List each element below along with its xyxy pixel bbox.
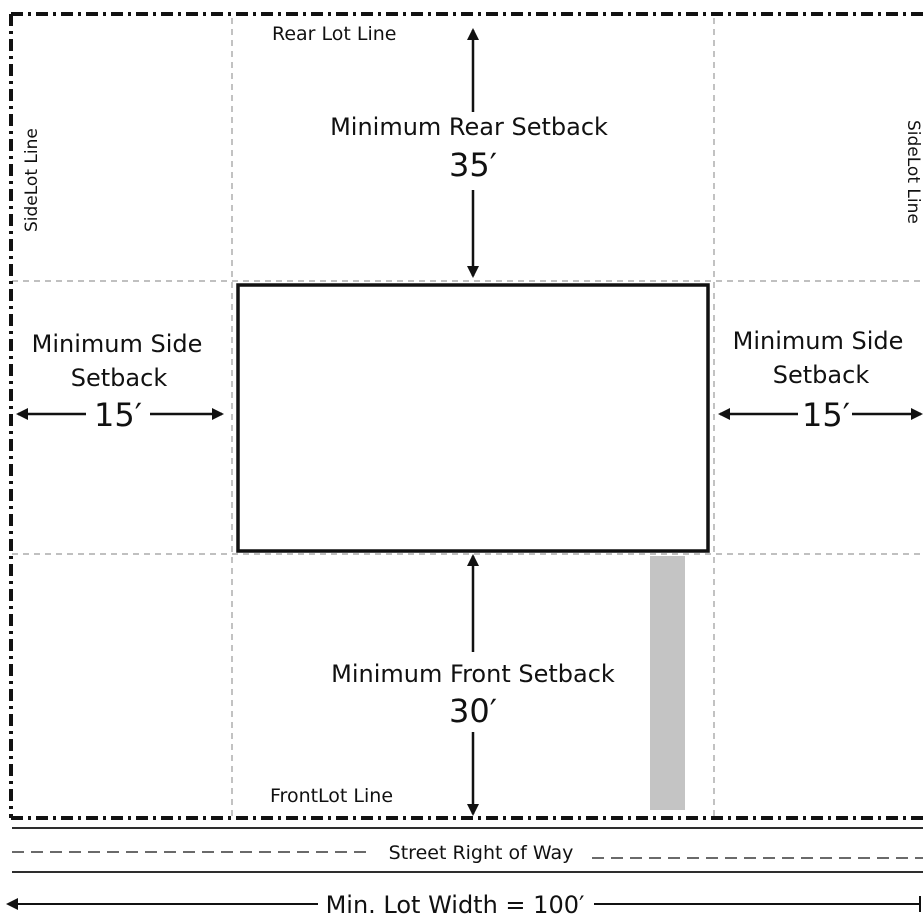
rear-lot-line-label: Rear Lot Line: [272, 23, 397, 45]
front-setback-value: 30′: [449, 692, 497, 730]
street-right-of-way-label: Street Right of Way: [389, 842, 574, 864]
side-lot-line-left-label: SideLot Line: [22, 128, 42, 232]
right-side-setback-title-2: Setback: [773, 361, 870, 389]
side-lot-line-right-label: SideLot Line: [903, 120, 923, 224]
rear-setback-title: Minimum Rear Setback: [330, 113, 608, 141]
min-lot-width-label: Min. Lot Width = 100′: [326, 891, 585, 916]
lot-boundary: [9, 12, 923, 820]
right-side-setback-title-1: Minimum Side: [733, 327, 904, 355]
left-side-setback-value: 15′: [94, 396, 142, 434]
right-side-setback-value: 15′: [802, 396, 850, 434]
driveway: [650, 556, 685, 810]
front-setback-title: Minimum Front Setback: [331, 660, 615, 688]
building-footprint: [236, 283, 710, 553]
left-side-setback-title-1: Minimum Side: [32, 330, 203, 358]
left-side-setback-title-2: Setback: [71, 364, 168, 392]
front-lot-line-label: FrontLot Line: [270, 785, 393, 807]
rear-setback-value: 35′: [449, 146, 497, 184]
